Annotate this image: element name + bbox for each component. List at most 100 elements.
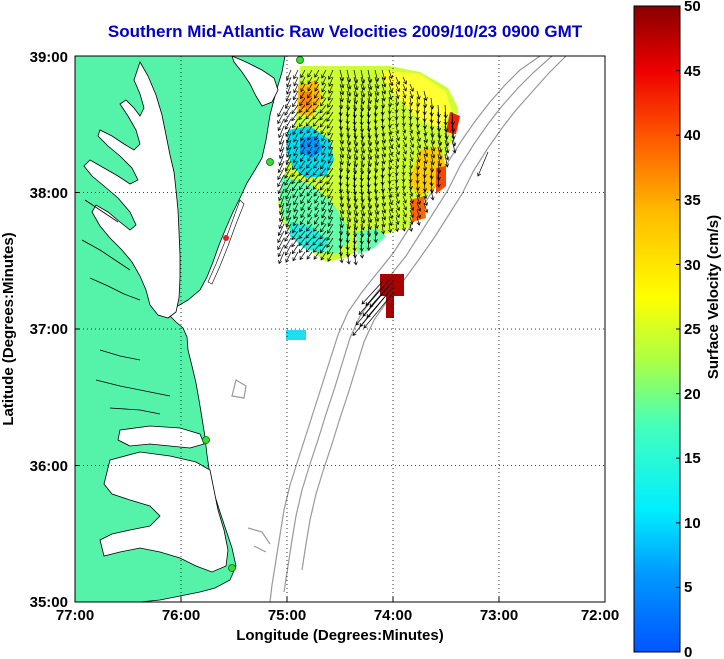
velocity-arrow (367, 83, 373, 98)
velocity-arrow (307, 195, 313, 204)
velocity-arrow (380, 174, 385, 186)
velocity-arrow (339, 216, 344, 229)
velocity-arrow (401, 97, 406, 106)
velocity-arrow (277, 244, 285, 258)
velocity-arrow (402, 195, 407, 204)
velocity-arrow (305, 111, 313, 120)
velocity-arrow (277, 230, 285, 244)
velocity-arrow (339, 139, 345, 152)
velocity-arrow (339, 209, 345, 222)
velocity-arrow (328, 132, 334, 143)
velocity-arrow (300, 76, 306, 86)
velocity-arrow (291, 230, 299, 241)
velocity-arrow (314, 209, 320, 218)
velocity-arrow (293, 139, 299, 150)
velocity-arrow (299, 160, 306, 170)
velocity-arrow (429, 111, 434, 124)
velocity-arrow (374, 202, 380, 215)
colorbar-tick-label: 30 (684, 257, 701, 274)
velocity-arrow (381, 132, 387, 144)
velocity-arrow (298, 118, 306, 128)
velocity-arrow (319, 237, 327, 247)
velocity-arrow (388, 69, 393, 80)
velocity-arrow (380, 104, 385, 116)
velocity-arrow (355, 291, 385, 326)
velocity-arrow (321, 83, 327, 93)
delaware-bay (231, 56, 279, 107)
velocity-arrow (326, 167, 334, 178)
velocity-arrow (345, 118, 351, 132)
river-lines (81, 199, 171, 415)
velocity-arrow (298, 244, 306, 254)
velocity-arrow (284, 237, 292, 249)
velocity-arrow (338, 174, 343, 187)
station-marker (296, 56, 304, 64)
velocity-arrow (327, 90, 334, 101)
velocity-arrow (437, 153, 442, 167)
velocity-arrow (380, 118, 385, 130)
velocity-arrow (328, 139, 334, 150)
velocity-arrow (292, 125, 299, 136)
x-axis-tick-labels: 77:00 76:00 75:00 74:00 73:00 72:00 (56, 607, 619, 624)
colorbar-ticks (676, 5, 680, 588)
velocity-arrow (321, 139, 327, 149)
velocity-arrow (360, 125, 365, 140)
velocity-arrow (298, 167, 306, 177)
velocity-arrow (402, 90, 407, 99)
velocity-arrow (327, 153, 334, 164)
velocity-arrow (327, 251, 334, 262)
velocity-arrow (388, 195, 393, 206)
velocity-arrow (360, 146, 366, 161)
colorbar-tick-label: 0 (684, 644, 692, 659)
velocity-arrow (326, 230, 334, 241)
velocity-arrow (360, 139, 366, 154)
velocity-arrow (339, 146, 345, 159)
velocity-arrow (312, 181, 320, 190)
velocity-arrow (319, 174, 327, 184)
velocity-arrow (326, 118, 334, 129)
velocity-arrow (359, 104, 364, 119)
velocity-arrow (409, 146, 414, 155)
velocity-arrow (328, 202, 334, 213)
velocity-arrow (293, 209, 299, 220)
velocity-arrow (394, 181, 399, 191)
velocity-arrow (305, 104, 313, 113)
velocity-arrow (416, 188, 421, 198)
velocity-arrow (374, 146, 380, 159)
velocity-arrow (366, 230, 371, 245)
velocity-arrow (338, 244, 344, 257)
velocity-arrow (402, 188, 407, 197)
velocity-arrow (436, 167, 441, 181)
velocity-arrow (338, 237, 343, 250)
station-marker (266, 158, 274, 166)
velocity-arrow (374, 153, 379, 166)
velocity-arrow (415, 174, 420, 184)
velocity-arrow (292, 223, 299, 234)
colorbar (633, 5, 681, 653)
velocity-arrow (353, 251, 358, 266)
velocity-arrow (338, 181, 344, 194)
velocity-arrow (345, 230, 350, 244)
velocity-arrow (373, 118, 379, 131)
velocity-arrow (292, 160, 299, 171)
velocity-arrow (423, 146, 429, 158)
velocity-arrow (409, 216, 414, 225)
velocity-arrow (277, 181, 285, 195)
velocity-arrow (409, 209, 414, 218)
velocity-arrow (291, 104, 299, 115)
y-tick-label: 35:00 (30, 594, 68, 611)
velocity-arrow (314, 69, 320, 78)
velocity-arrow (367, 146, 373, 161)
velocity-arrow (422, 111, 427, 123)
velocity-arrow (313, 97, 320, 106)
velocity-arrow (353, 209, 359, 224)
velocity-arrow (395, 216, 400, 226)
velocity-arrow (415, 181, 420, 191)
velocity-arrow (305, 237, 313, 246)
colorbar-tick-labels: 50 45 40 35 30 25 20 15 10 5 0 (684, 0, 701, 659)
velocity-arrow (395, 195, 400, 205)
velocity-arrow (402, 153, 407, 162)
velocity-arrow (278, 209, 285, 223)
velocity-arrow (365, 279, 390, 307)
velocity-arrow (284, 244, 292, 256)
